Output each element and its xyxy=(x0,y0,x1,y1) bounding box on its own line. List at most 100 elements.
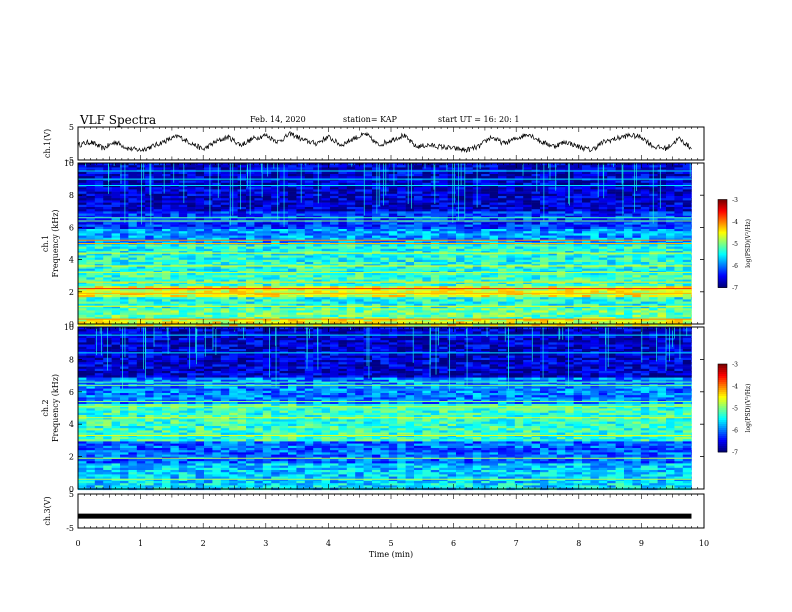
ch1-spectrogram-cell xyxy=(128,193,138,197)
ch1-spectrogram-cell xyxy=(666,163,675,166)
ch1-spectrogram-cell xyxy=(330,266,339,269)
ch1-spectrogram-cell xyxy=(615,211,625,214)
ch1-spectrogram-cell xyxy=(632,240,642,243)
ch1-spectrogram-cell xyxy=(128,182,138,186)
ch1-spectrogram-cell xyxy=(624,229,633,232)
ch1-spectrogram-cell xyxy=(624,178,633,181)
ch1-spectrogram-cell xyxy=(481,189,490,192)
ch1-spectrogram-cell xyxy=(204,253,213,256)
ch1-spectrogram-cell xyxy=(498,259,507,263)
ch1-spectrogram-cell xyxy=(674,264,684,267)
ch1-spectrogram-cell xyxy=(237,286,247,289)
ch1-spectrogram-cell xyxy=(548,165,558,168)
ch1-spectrogram-cell xyxy=(514,257,524,261)
ch1-spectrogram-cell xyxy=(229,237,238,241)
ch1-spectrogram-cell xyxy=(615,204,625,208)
ch1-spectrogram-cell xyxy=(153,257,163,261)
ch1-spectrogram-cell xyxy=(237,213,247,217)
ch1-spectrogram-cell xyxy=(212,246,222,250)
ch1-spectrogram-cell xyxy=(330,284,339,287)
ch1-spectrogram-cell xyxy=(204,279,213,283)
ch1-spectrogram-cell xyxy=(321,174,331,177)
ch1-spectrogram-cell xyxy=(514,207,524,210)
ch1-spectrogram-cell xyxy=(615,226,625,230)
ch1-spectrogram-cell xyxy=(498,165,507,168)
ch1-spectrogram-cell xyxy=(397,253,406,256)
ch1-spectrogram-cell xyxy=(170,290,180,294)
ch1-spectrogram-cell xyxy=(254,213,264,217)
ch1-spectrogram-cell xyxy=(506,202,516,206)
ch1-spectrogram-cell xyxy=(439,189,448,192)
ch1-spectrogram-cell xyxy=(691,198,692,201)
ch1-spectrogram-cell xyxy=(103,266,112,269)
ch1-spectrogram-cell xyxy=(489,290,499,294)
ch1-spectrogram-cell xyxy=(162,167,171,170)
ch1-spectrogram-cell xyxy=(582,292,591,296)
ch1-spectrogram-cell xyxy=(195,224,205,228)
ch1-spectrogram-cell xyxy=(162,189,171,192)
ch1-spectrogram-cell xyxy=(170,299,180,302)
ch1-spectrogram-cell xyxy=(187,204,196,208)
ch1-spectrogram-cell xyxy=(103,209,112,212)
ch1-spectrogram-cell xyxy=(262,292,272,296)
ch1-spectrogram-cell xyxy=(178,281,188,285)
ch1-spectrogram-cell xyxy=(666,266,675,269)
ch1-spectrogram-cell xyxy=(204,262,213,265)
ch1-spectrogram-cell xyxy=(128,264,138,267)
ch1-spectrogram-cell xyxy=(405,200,415,203)
ch1-spectrogram-cell xyxy=(640,196,650,199)
ch1-spectrogram-cell xyxy=(372,240,381,243)
ch1-spectrogram-cell xyxy=(178,288,188,291)
ch1-spectrogram-cell xyxy=(607,292,616,296)
ch1-spectrogram-cell xyxy=(640,268,650,272)
ch1-spectrogram-cell xyxy=(565,209,574,212)
ch1-spectrogram-cell xyxy=(195,213,205,217)
ch1-spectrogram-cell xyxy=(674,288,684,291)
ch1-spectrogram-cell xyxy=(271,202,280,206)
ch1-spectrogram-cell xyxy=(506,240,516,243)
ch1-spectrogram-cell xyxy=(304,292,314,296)
ch1-spectrogram-cell xyxy=(212,211,222,214)
ch1-spectrogram-cell xyxy=(481,231,490,234)
ch1-spectrogram-cell xyxy=(397,268,406,272)
ch1-spectrogram-cell xyxy=(422,235,432,239)
ch1-spectrogram-cell xyxy=(304,224,314,228)
ch1-spectrogram-cell xyxy=(338,198,348,201)
ch1-spectrogram-cell xyxy=(439,222,448,225)
ch1-spectrogram-cell xyxy=(153,231,163,234)
ch1-spectrogram-cell xyxy=(288,213,297,217)
ch1-spectrogram-cell xyxy=(338,226,348,230)
ch1-spectrogram-cell xyxy=(170,284,180,287)
ch1-spectrogram-cell xyxy=(447,207,457,210)
ch1-spectrogram-cell xyxy=(506,229,516,232)
ch1-spectrogram-cell xyxy=(178,163,188,166)
ch1-spectrogram-cell xyxy=(346,295,356,298)
ch1-spectrogram-cell xyxy=(540,180,549,184)
ch1-spectrogram-cell xyxy=(657,213,667,217)
ch1-spectrogram-cell xyxy=(523,264,532,267)
ch1-spectrogram-cell xyxy=(682,253,692,256)
ch1-spectrogram-cell xyxy=(145,279,154,283)
ch1-spectrogram-cell xyxy=(94,229,104,232)
ch1-spectrogram-cell xyxy=(573,235,583,239)
ch1-spectrogram-cell xyxy=(657,295,667,298)
ch1-spectrogram-cell xyxy=(313,237,322,241)
ch1-spectrogram-cell xyxy=(548,229,558,232)
ch1-spectrogram-cell xyxy=(195,191,205,195)
ch1-spectrogram-cell xyxy=(489,251,499,254)
ch1-spectrogram-cell xyxy=(674,182,684,186)
ch1-spectrogram-cell xyxy=(691,231,692,234)
ch1-spectrogram-cell xyxy=(691,270,692,274)
ch1-spectrogram-cell xyxy=(489,211,499,214)
ch1-spectrogram-cell xyxy=(397,187,406,190)
ch1-spectrogram-cell xyxy=(523,196,532,199)
ch1-spectrogram-cell xyxy=(346,273,356,276)
ch1-spectrogram-cell xyxy=(607,224,616,228)
ch1-spectrogram-cell xyxy=(162,193,171,197)
ch1-spectrogram-cell xyxy=(363,187,373,190)
ch1-spectrogram-cell xyxy=(590,171,600,175)
ch1-spectrogram-cell xyxy=(212,207,222,210)
ch1-spectrogram-cell xyxy=(195,200,205,203)
ch1-spectrogram-cell xyxy=(170,209,180,212)
ch1-spectrogram-cell xyxy=(262,224,272,228)
